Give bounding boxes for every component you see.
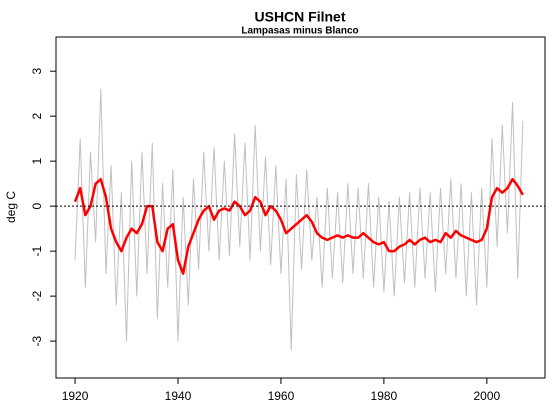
x-tick-label: 1920 bbox=[62, 389, 89, 403]
y-tick-label: -3 bbox=[30, 335, 44, 346]
y-tick-label: -2 bbox=[30, 290, 44, 301]
y-tick-label: 0 bbox=[30, 202, 44, 209]
y-tick-label: 3 bbox=[30, 68, 44, 75]
x-tick-label: 1940 bbox=[165, 389, 192, 403]
chart-title: USHCN Filnet bbox=[255, 9, 346, 25]
x-tick-label: 1960 bbox=[268, 389, 295, 403]
y-tick-label: -1 bbox=[30, 245, 44, 256]
y-axis-label: deg C bbox=[4, 191, 18, 223]
x-tick-label: 1980 bbox=[371, 389, 398, 403]
x-tick-label: 2000 bbox=[473, 389, 500, 403]
y-tick-label: 1 bbox=[30, 158, 44, 165]
y-tick-label: 2 bbox=[30, 113, 44, 120]
chart-subtitle: Lampasas minus Blanco bbox=[241, 26, 358, 37]
plot-frame bbox=[55, 36, 546, 379]
